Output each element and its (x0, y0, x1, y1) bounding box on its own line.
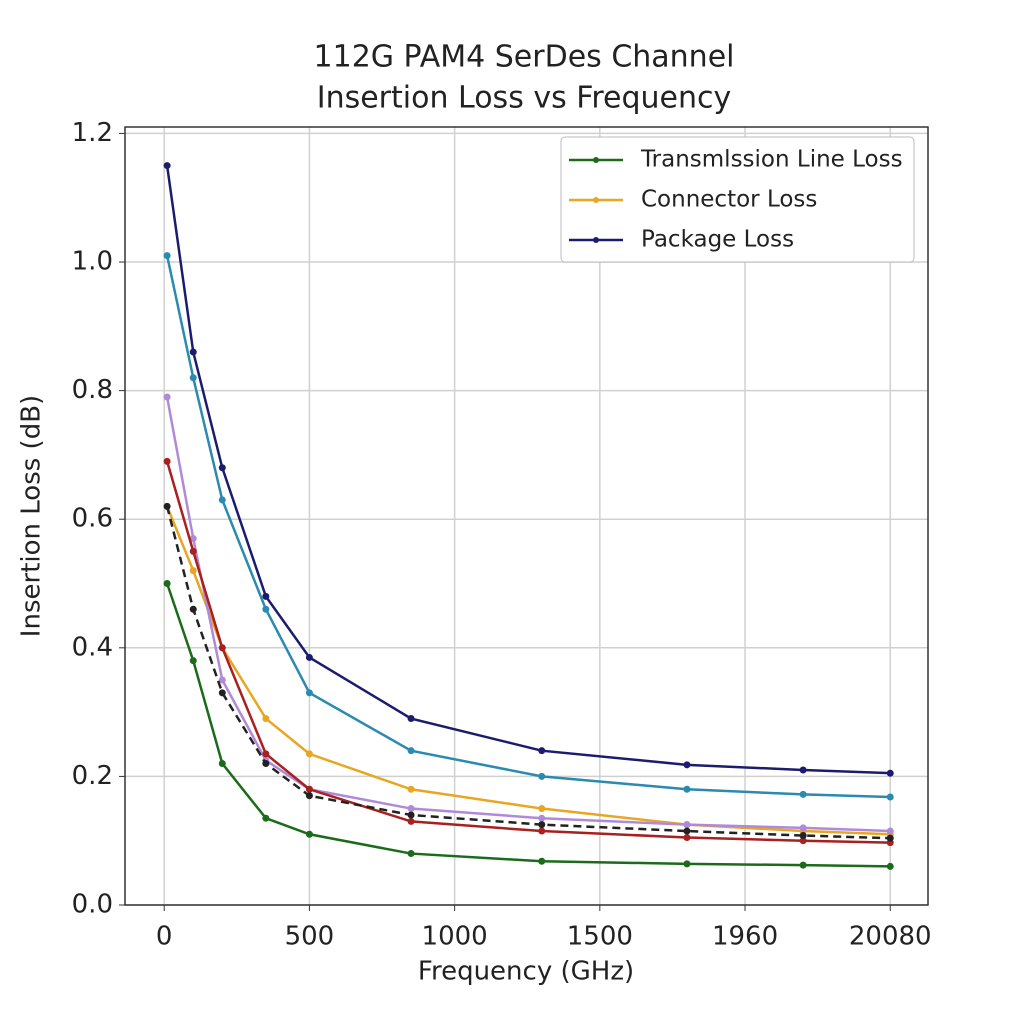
marker (538, 827, 546, 835)
marker (189, 605, 197, 613)
chart-title: Insertion Loss vs Frequency (317, 81, 732, 116)
marker (683, 821, 691, 829)
line (165, 583, 891, 868)
marker (189, 547, 197, 555)
legend-label: Package Loss (641, 227, 794, 253)
marker (218, 464, 226, 472)
marker (189, 657, 197, 665)
marker (218, 644, 226, 652)
marker (305, 792, 313, 800)
marker (407, 817, 415, 825)
marker (262, 814, 270, 822)
marker (407, 850, 415, 858)
marker (799, 824, 807, 832)
marker (163, 502, 171, 510)
marker (189, 567, 197, 575)
x-tick-label: 1000 (422, 922, 488, 952)
chart-title: 112G PAM4 SerDes Channel (314, 40, 735, 75)
marker (262, 760, 270, 768)
marker (538, 772, 546, 780)
marker (163, 162, 171, 170)
marker (189, 374, 197, 382)
marker (218, 676, 226, 684)
marker (163, 252, 171, 260)
marker (799, 766, 807, 774)
marker (538, 814, 546, 822)
marker (163, 457, 171, 465)
marker (305, 653, 313, 661)
marker (218, 496, 226, 504)
line (165, 505, 891, 836)
marker (683, 860, 691, 868)
marker (262, 592, 270, 600)
legend-box (560, 136, 915, 263)
marker (407, 785, 415, 793)
marker (886, 862, 894, 870)
marker (799, 832, 807, 840)
x-tick-label: 20080 (849, 922, 932, 952)
marker (538, 857, 546, 865)
marker (218, 760, 226, 768)
x-tick-label: 1960 (712, 922, 778, 952)
marker (886, 834, 894, 842)
marker (886, 793, 894, 801)
marker (262, 750, 270, 758)
marker (886, 827, 894, 835)
y-tick-label: 1.2 (72, 118, 113, 148)
marker (163, 393, 171, 401)
y-tick-label: 0.4 (72, 632, 113, 662)
y-tick-label: 0.0 (72, 890, 113, 920)
marker (163, 580, 171, 588)
legend-marker (593, 237, 599, 243)
legend-label: Transmlssion Line Loss (640, 147, 903, 173)
y-axis-label: Insertion Loss (dB) (17, 395, 47, 637)
marker (538, 821, 546, 829)
line (165, 506, 891, 840)
marker (799, 837, 807, 845)
marker (799, 861, 807, 869)
marker (189, 535, 197, 543)
x-tick-label: 500 (285, 922, 335, 952)
marker (189, 348, 197, 356)
y-tick-label: 0.2 (72, 761, 113, 791)
marker (799, 790, 807, 798)
marker (886, 769, 894, 777)
line (165, 255, 891, 799)
line (165, 396, 891, 833)
marker (305, 830, 313, 838)
x-tick-label: 1500 (567, 922, 633, 952)
marker (538, 747, 546, 755)
marker (218, 689, 226, 697)
marker (683, 833, 691, 841)
marker (407, 811, 415, 819)
marker (305, 750, 313, 758)
marker (683, 827, 691, 835)
marker (262, 715, 270, 723)
y-tick-label: 0.8 (72, 375, 113, 405)
x-axis-label: Frequency (GHz) (418, 957, 634, 987)
y-tick-label: 1.0 (72, 247, 113, 277)
marker (538, 805, 546, 813)
marker (305, 785, 313, 793)
plot-frame (124, 126, 929, 906)
marker (683, 785, 691, 793)
marker (407, 715, 415, 723)
marker (407, 805, 415, 813)
marker (262, 605, 270, 613)
legend-marker (593, 157, 599, 163)
marker (305, 689, 313, 697)
legend-label: Connector Loss (641, 187, 817, 213)
line (165, 165, 891, 775)
legend-marker (593, 197, 599, 203)
x-tick-label: 0 (156, 922, 173, 952)
marker (407, 747, 415, 755)
y-tick-label: 0.6 (72, 504, 113, 534)
marker (683, 761, 691, 769)
